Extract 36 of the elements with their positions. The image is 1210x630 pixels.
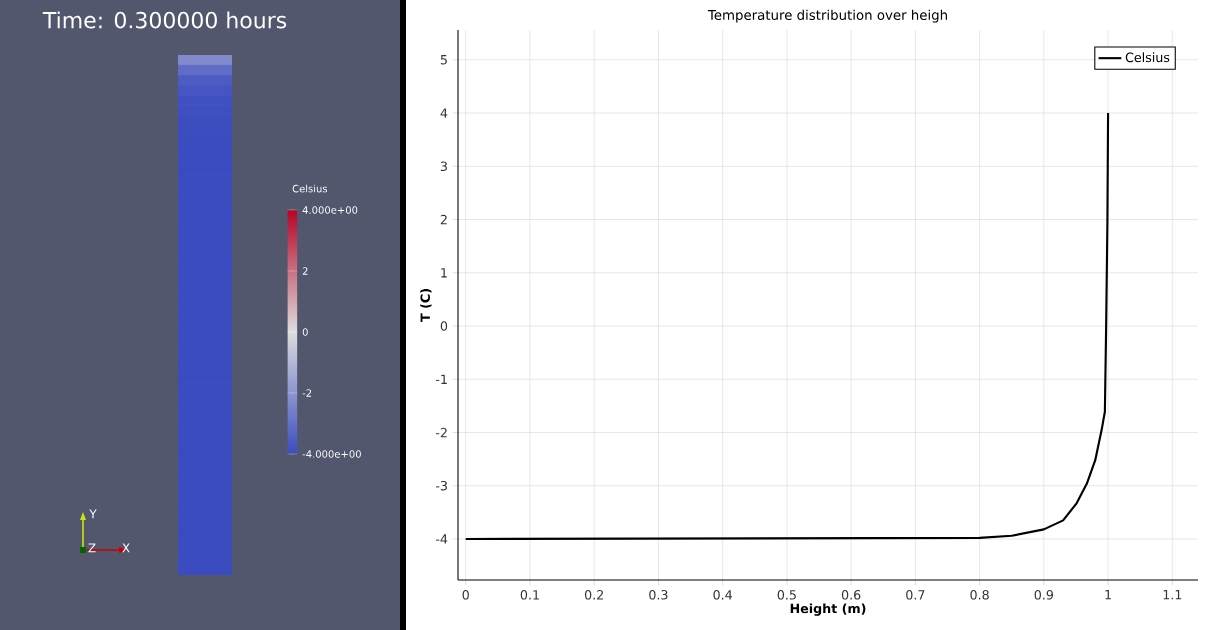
color-bar-label: 2: [302, 267, 308, 275]
x-tick-label: 1: [1105, 590, 1111, 600]
y-tick-label: 2: [440, 214, 447, 225]
y-tick-label: 5: [440, 55, 447, 65]
legend-label: Celsius: [1125, 52, 1170, 63]
y-tick-label: 4: [440, 108, 448, 118]
x-tick-label: 0.3: [649, 590, 668, 600]
color-bar-title: Celsius: [292, 184, 328, 193]
x-tick-label: 0.9: [1034, 590, 1054, 600]
text: X: [122, 543, 130, 553]
x-tick-label: 0.4: [713, 590, 733, 600]
y-tick-label: -3: [435, 480, 447, 491]
x-tick-label: 0.8: [970, 590, 989, 600]
x-tick-label: 0.6: [841, 590, 861, 600]
color-bar-label: 0: [302, 328, 308, 336]
x-tick-label: 0.7: [906, 590, 925, 600]
y-tick-label: -1: [435, 374, 447, 384]
y-tick-label: -2: [435, 427, 447, 438]
y-tick-label: 0: [440, 321, 448, 331]
text: Y: [89, 509, 97, 519]
x-tick-label: 1.1: [1163, 590, 1182, 600]
x-tick-label: 0.5: [777, 590, 796, 600]
color-bar-label: -4.000e+00: [302, 450, 361, 458]
x-tick-label: 0: [462, 590, 469, 600]
y-axis-title: T (C): [420, 289, 432, 322]
chart-title: Time: 0.300000 hours: [42, 11, 287, 29]
y-tick-label: 3: [440, 161, 447, 172]
x-axis-title: Height (m): [790, 603, 866, 616]
x-tick-label: 0.2: [584, 590, 603, 600]
x-tick-label: 0.1: [520, 590, 539, 600]
color-bar-label: 4.000e+00: [302, 206, 358, 214]
text: Z: [88, 543, 96, 553]
chart-title: Temperature distribution over heigh: [707, 9, 947, 23]
color-bar-label: -2: [302, 389, 312, 397]
y-tick-label: 1: [441, 268, 447, 278]
y-tick-label: -4: [435, 534, 448, 544]
